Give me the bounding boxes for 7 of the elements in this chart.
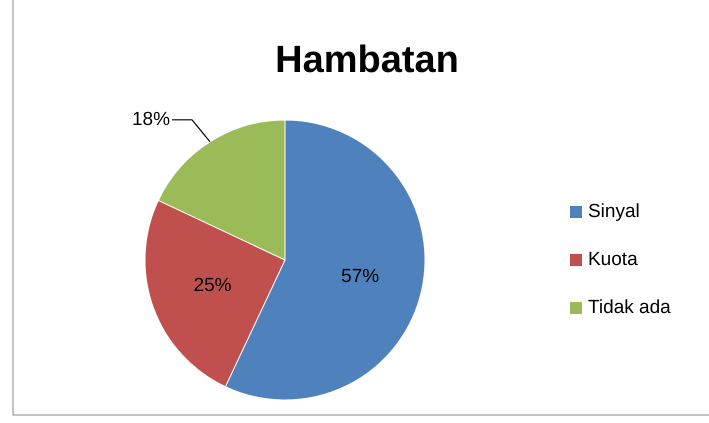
data-label: 18%: [132, 108, 170, 130]
legend-label: Kuota: [588, 249, 638, 270]
data-label: 25%: [194, 275, 232, 296]
data-label: 57%: [341, 266, 380, 287]
legend-label: Sinyal: [588, 201, 640, 222]
chart-title: Hambatan: [275, 39, 459, 82]
legend-label: Tidak ada: [588, 297, 672, 318]
